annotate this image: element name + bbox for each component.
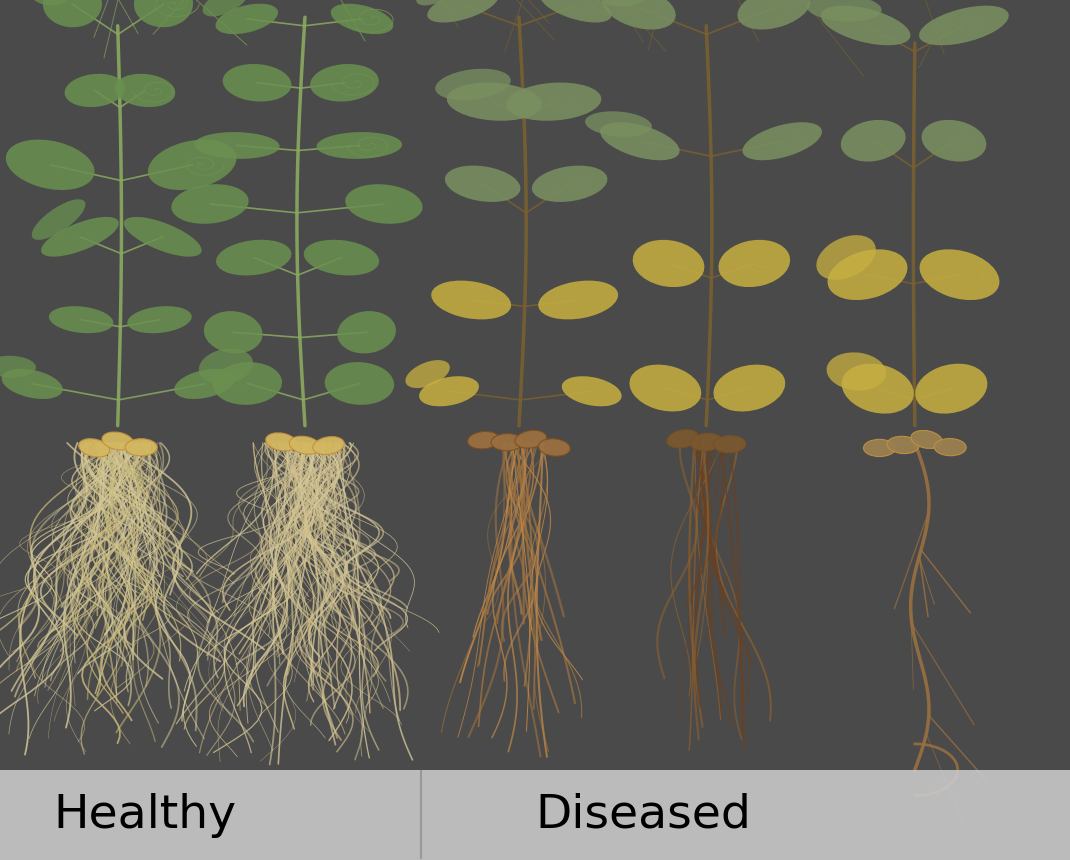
- Ellipse shape: [515, 430, 547, 448]
- Ellipse shape: [124, 217, 201, 256]
- Ellipse shape: [324, 362, 394, 405]
- Ellipse shape: [586, 0, 648, 7]
- Ellipse shape: [562, 376, 622, 406]
- Ellipse shape: [743, 122, 822, 160]
- Ellipse shape: [915, 364, 988, 414]
- Ellipse shape: [827, 249, 907, 300]
- Ellipse shape: [445, 166, 520, 202]
- Ellipse shape: [714, 436, 746, 453]
- Ellipse shape: [737, 0, 811, 29]
- Ellipse shape: [5, 139, 94, 190]
- Ellipse shape: [202, 0, 248, 16]
- Ellipse shape: [585, 111, 652, 137]
- Ellipse shape: [134, 0, 193, 28]
- Ellipse shape: [289, 436, 321, 454]
- Ellipse shape: [199, 348, 253, 384]
- Ellipse shape: [265, 433, 297, 451]
- Ellipse shape: [204, 311, 262, 353]
- Ellipse shape: [28, 0, 75, 5]
- Ellipse shape: [921, 120, 987, 162]
- Ellipse shape: [310, 64, 379, 101]
- Text: Diseased: Diseased: [535, 793, 751, 838]
- Ellipse shape: [863, 439, 896, 457]
- Text: Healthy: Healthy: [54, 793, 236, 838]
- Ellipse shape: [43, 0, 102, 28]
- Ellipse shape: [174, 369, 235, 399]
- Ellipse shape: [0, 356, 36, 378]
- Ellipse shape: [102, 432, 134, 450]
- Ellipse shape: [629, 365, 701, 411]
- Ellipse shape: [667, 430, 699, 448]
- Ellipse shape: [447, 83, 541, 120]
- Ellipse shape: [406, 360, 449, 388]
- Ellipse shape: [337, 311, 396, 353]
- Ellipse shape: [816, 235, 876, 280]
- Ellipse shape: [690, 433, 722, 451]
- Ellipse shape: [506, 83, 601, 120]
- Ellipse shape: [934, 439, 966, 456]
- Ellipse shape: [718, 240, 790, 287]
- Ellipse shape: [431, 280, 511, 319]
- Ellipse shape: [114, 74, 175, 108]
- Ellipse shape: [148, 139, 236, 190]
- Ellipse shape: [213, 362, 282, 405]
- Ellipse shape: [540, 0, 612, 22]
- Ellipse shape: [807, 0, 882, 22]
- Ellipse shape: [215, 3, 278, 34]
- Ellipse shape: [532, 166, 608, 202]
- Ellipse shape: [602, 0, 676, 29]
- Ellipse shape: [600, 122, 679, 160]
- Ellipse shape: [64, 74, 125, 108]
- Ellipse shape: [304, 240, 379, 275]
- Ellipse shape: [435, 69, 510, 101]
- Ellipse shape: [468, 432, 500, 449]
- Ellipse shape: [32, 200, 86, 240]
- Ellipse shape: [491, 433, 523, 451]
- Ellipse shape: [919, 6, 1009, 46]
- Ellipse shape: [538, 439, 570, 456]
- Ellipse shape: [887, 436, 919, 453]
- Ellipse shape: [41, 217, 119, 256]
- Ellipse shape: [842, 364, 914, 414]
- Ellipse shape: [223, 64, 291, 101]
- Ellipse shape: [1, 369, 63, 399]
- Ellipse shape: [127, 306, 192, 333]
- Ellipse shape: [312, 437, 345, 455]
- Ellipse shape: [714, 365, 785, 411]
- Ellipse shape: [911, 431, 943, 448]
- Ellipse shape: [125, 439, 157, 456]
- Ellipse shape: [216, 240, 291, 275]
- Ellipse shape: [826, 353, 886, 390]
- Ellipse shape: [538, 280, 618, 319]
- Ellipse shape: [49, 306, 113, 333]
- Ellipse shape: [331, 3, 394, 34]
- Ellipse shape: [346, 184, 423, 224]
- Ellipse shape: [419, 376, 479, 406]
- Ellipse shape: [194, 132, 279, 159]
- Ellipse shape: [919, 249, 999, 300]
- Bar: [0, 770, 1070, 860]
- Ellipse shape: [317, 132, 402, 159]
- Ellipse shape: [632, 240, 704, 287]
- Ellipse shape: [416, 0, 467, 5]
- Ellipse shape: [821, 6, 911, 46]
- Ellipse shape: [78, 439, 110, 457]
- Ellipse shape: [841, 120, 905, 162]
- Ellipse shape: [171, 184, 248, 224]
- Ellipse shape: [427, 0, 499, 22]
